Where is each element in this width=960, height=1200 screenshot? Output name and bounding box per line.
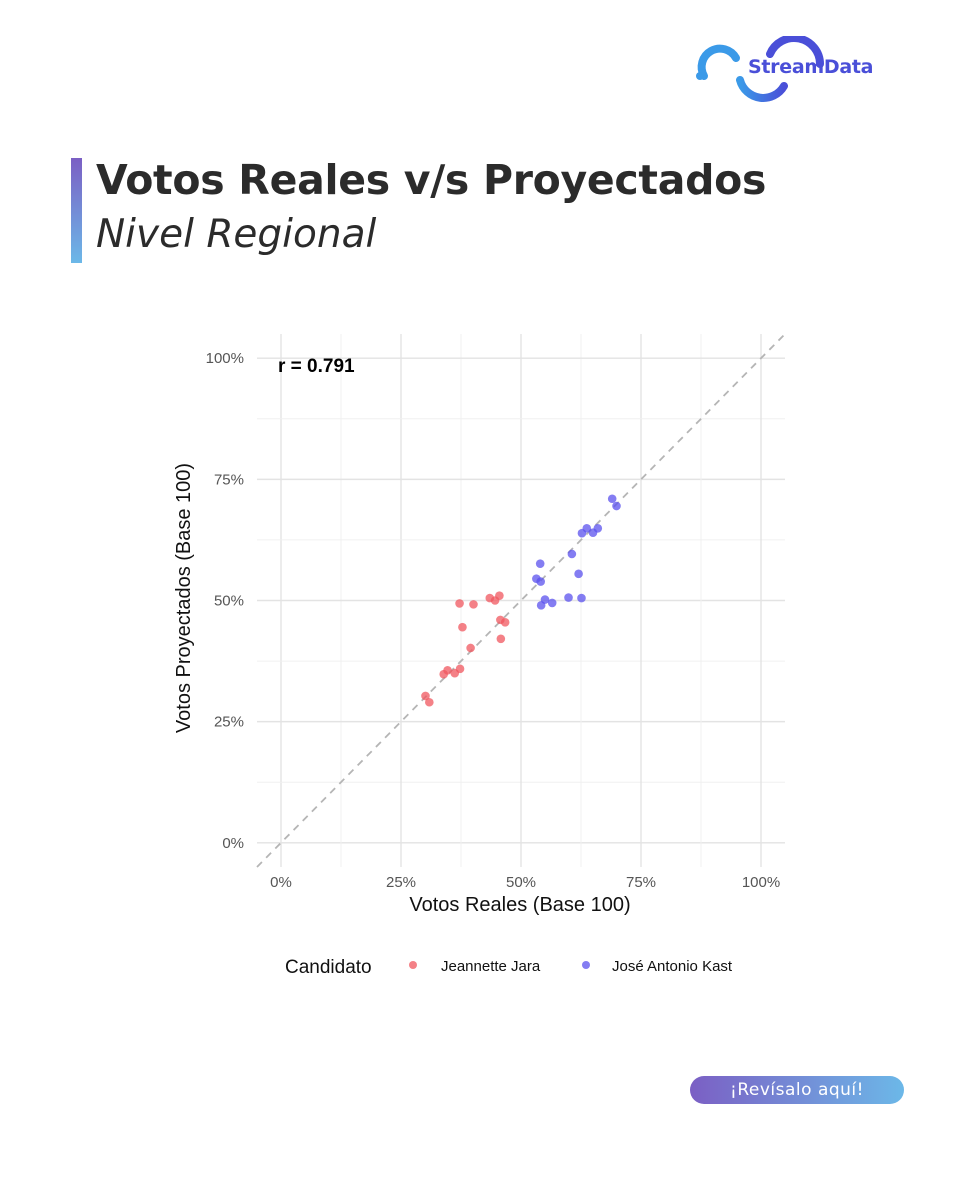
point-jeannette-jara xyxy=(421,691,430,701)
legend-label-jeannette-jara: Jeannette Jara xyxy=(441,958,541,975)
y-tick-label: 75% xyxy=(214,471,244,488)
point-jose-antonio-kast xyxy=(536,577,545,586)
grid xyxy=(257,334,785,867)
review-button[interactable]: ¡Revísalo aquí! xyxy=(690,1076,904,1104)
y-tick-label: 100% xyxy=(206,350,244,367)
point-jeannette-jara xyxy=(496,634,506,644)
page-subtitle: Nivel Regional xyxy=(96,212,377,257)
point-jose-antonio-kast xyxy=(612,501,621,511)
y-ticks: 0% 25% 50% 75% 100% xyxy=(206,350,244,852)
point-jose-antonio-kast xyxy=(577,593,586,603)
point-jose-antonio-kast xyxy=(567,549,577,559)
x-tick-label: 0% xyxy=(270,874,292,891)
y-tick-label: 0% xyxy=(222,835,244,852)
streamdata-logo xyxy=(692,34,882,106)
brand-name: StreamData xyxy=(748,56,874,78)
point-jeannette-jara xyxy=(443,665,452,675)
point-jose-antonio-kast xyxy=(564,593,573,602)
legend: Candidato Jeannette Jara José Antonio Ka… xyxy=(285,957,733,978)
point-jose-antonio-kast xyxy=(593,524,603,533)
point-jose-antonio-kast xyxy=(547,598,557,608)
legend-marker-jose-antonio-kast xyxy=(582,961,590,969)
y-axis-label: Votos Proyectados (Base 100) xyxy=(173,463,195,733)
point-jose-antonio-kast xyxy=(535,559,545,568)
point-jeannette-jara xyxy=(495,591,504,600)
x-ticks: 0% 25% 50% 75% 100% xyxy=(270,874,780,891)
x-tick-label: 75% xyxy=(626,874,656,891)
page-title: Votos Reales v/s Proyectados xyxy=(96,156,767,204)
point-jeannette-jara xyxy=(466,643,475,653)
x-tick-label: 100% xyxy=(742,874,780,891)
correlation-annotation: r = 0.791 xyxy=(278,356,355,377)
point-jeannette-jara xyxy=(500,618,510,627)
data-points xyxy=(421,494,621,707)
point-jose-antonio-kast xyxy=(582,524,592,533)
point-jose-antonio-kast xyxy=(540,595,550,604)
point-jeannette-jara xyxy=(458,622,467,632)
x-tick-label: 25% xyxy=(386,874,416,891)
title-accent-bar xyxy=(71,158,82,263)
point-jose-antonio-kast xyxy=(607,494,617,504)
point-jeannette-jara xyxy=(469,600,478,609)
point-jose-antonio-kast xyxy=(574,569,583,579)
x-tick-label: 50% xyxy=(506,874,536,891)
y-tick-label: 25% xyxy=(214,714,244,731)
legend-marker-jeannette-jara xyxy=(409,961,417,969)
legend-title: Candidato xyxy=(285,957,372,978)
legend-label-jose-antonio-kast: José Antonio Kast xyxy=(612,958,733,975)
scatter-chart: 0% 25% 50% 75% 100% 0% 25% 50% 75% 100% r = 0.79… xyxy=(173,333,786,978)
x-axis-label: Votos Reales (Base 100) xyxy=(409,894,630,916)
point-jeannette-jara xyxy=(425,697,434,707)
point-jeannette-jara xyxy=(455,664,465,674)
reference-line xyxy=(256,333,786,868)
y-tick-label: 50% xyxy=(214,593,244,610)
point-jeannette-jara xyxy=(455,599,464,608)
